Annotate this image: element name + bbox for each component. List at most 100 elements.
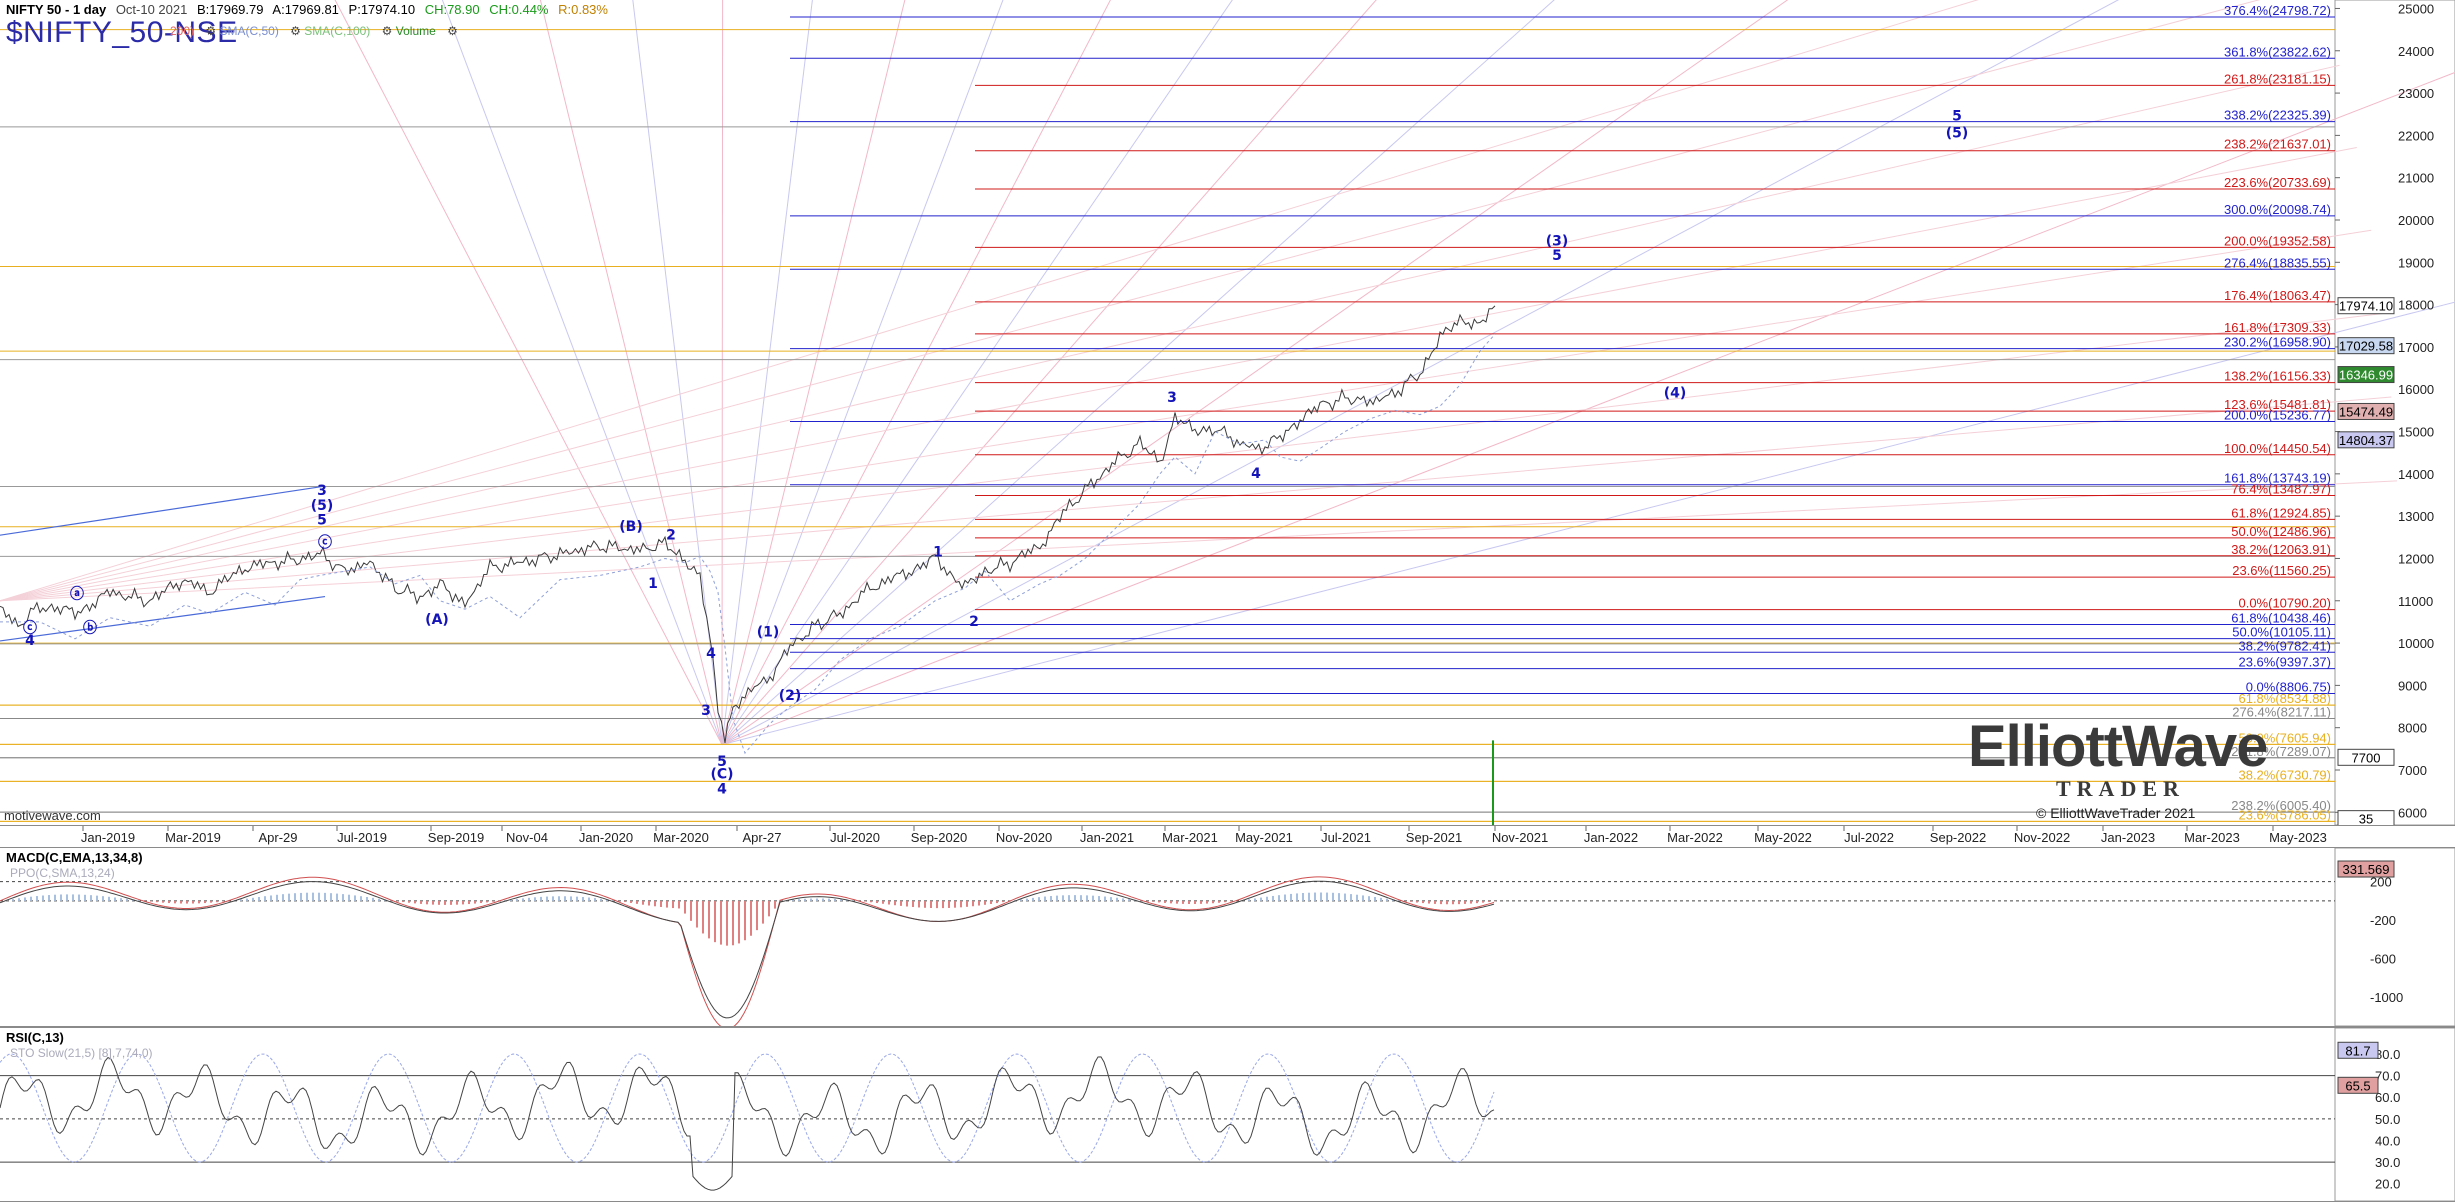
macd-histogram-bar — [174, 901, 176, 903]
macd-histogram-bar — [582, 897, 584, 901]
gear-icon[interactable]: ⚙ — [447, 24, 458, 38]
macd-histogram-bar — [264, 896, 266, 901]
gear-icon[interactable]: ⚙ — [382, 24, 393, 38]
indicator-legend: 200) ⚙ SMA(C,50) ⚙ SMA(C,100) ⚙ Volume ⚙ — [170, 24, 458, 38]
price-chart-svg[interactable]: 376.4%(24798.72)361.8%(23822.62)261.8%(2… — [0, 0, 2455, 825]
price-value: P:17974.10 — [349, 2, 416, 17]
wave-label: 4 — [1251, 466, 1261, 482]
macd-histogram-bar — [330, 893, 332, 901]
fib-label: 376.4%(24798.72) — [2224, 3, 2331, 18]
price-scale-box-label: 35 — [2359, 812, 2373, 825]
x-tick-label: Jan-2021 — [1080, 830, 1134, 845]
macd-histogram-bar — [288, 894, 290, 901]
macd-histogram-bar — [1080, 895, 1082, 901]
macd-histogram-bar — [426, 901, 428, 904]
macd-histogram-bar — [720, 901, 722, 945]
macd-histogram-bar — [1104, 897, 1106, 901]
macd-histogram-bar — [588, 898, 590, 901]
macd-histogram-bar — [960, 901, 962, 907]
macd-histogram-bar — [1260, 898, 1262, 901]
wave-label: 3 — [1167, 390, 1177, 406]
indicator-sma-200[interactable]: 200) — [170, 24, 194, 38]
wave-label: (5) — [311, 498, 334, 514]
fib-label: 38.2%(12063.91) — [2231, 542, 2331, 557]
macd-histogram-bar — [102, 896, 104, 901]
macd-histogram-bar — [540, 897, 542, 901]
macd-histogram-bar — [672, 901, 674, 908]
macd-histogram-bar — [834, 899, 836, 901]
y-tick-label: 23000 — [2398, 86, 2434, 101]
macd-histogram-bar — [456, 901, 458, 905]
macd-histogram-bar — [942, 901, 944, 908]
wave-label: ⓒ — [318, 534, 332, 551]
wave-label: 2 — [969, 614, 979, 630]
rsi-y-label: 60.0 — [2375, 1090, 2400, 1105]
macd-y-label: -600 — [2370, 952, 2396, 967]
fan-line — [722, 0, 2455, 745]
rsi-value-label: 81.7 — [2345, 1043, 2370, 1058]
macd-histogram-bar — [906, 901, 908, 907]
indicator-sma-100[interactable]: SMA(C,100) — [304, 24, 370, 38]
macd-histogram-bar — [1476, 901, 1478, 903]
fan-line — [0, 0, 2296, 601]
x-tick-label: Jul-2021 — [1321, 830, 1371, 845]
macd-histogram-bar — [186, 901, 188, 904]
macd-histogram-bar — [54, 895, 56, 901]
macd-histogram-bar — [1044, 897, 1046, 901]
macd-histogram-bar — [1200, 901, 1202, 904]
macd-y-label: -1000 — [2370, 990, 2403, 1005]
macd-histogram-bar — [1350, 894, 1352, 901]
x-tick-label: Apr-29 — [258, 830, 297, 845]
macd-histogram-bar — [1290, 894, 1292, 901]
macd-histogram-bar — [888, 901, 890, 905]
macd-histogram-bar — [24, 897, 26, 900]
macd-histogram-bar — [150, 901, 152, 902]
macd-histogram-bar — [708, 901, 710, 938]
macd-histogram-bar — [678, 901, 680, 909]
macd-histogram-bar — [1122, 898, 1124, 901]
gear-icon[interactable]: ⚙ — [290, 24, 301, 38]
macd-title: MACD(C,EMA,13,34,8) — [6, 850, 143, 865]
macd-histogram-bar — [180, 901, 182, 904]
x-tick-label: Nov-2020 — [996, 830, 1052, 845]
y-tick-label: 14000 — [2398, 467, 2434, 482]
indicator-sma-50[interactable]: SMA(C,50) — [219, 24, 278, 38]
macd-histogram-bar — [576, 897, 578, 901]
y-tick-label: 18000 — [2398, 298, 2434, 313]
fib-label: 23.6%(5786.05) — [2238, 807, 2331, 822]
x-tick-label: Sep-2021 — [1406, 830, 1462, 845]
macd-histogram-bar — [30, 897, 32, 901]
price-chart-panel[interactable]: 376.4%(24798.72)361.8%(23822.62)261.8%(2… — [0, 0, 2455, 826]
x-tick-label: Sep-2019 — [428, 830, 484, 845]
fan-line — [248, 0, 722, 745]
macd-histogram-bar — [1152, 901, 1154, 902]
fib-label: 61.8%(12924.85) — [2231, 505, 2331, 520]
fib-label: 161.8%(17309.33) — [2224, 320, 2331, 335]
macd-histogram-bar — [1062, 895, 1064, 901]
macd-histogram-bar — [1488, 901, 1490, 902]
x-tick-label: Nov-04 — [506, 830, 548, 845]
macd-histogram-bar — [948, 901, 950, 908]
macd-histogram-bar — [450, 901, 452, 905]
chart-header: NIFTY 50 - 1 day Oct-10 2021 B:17969.79 … — [6, 2, 614, 17]
macd-histogram-bar — [162, 901, 164, 903]
macd-histogram-bar — [108, 897, 110, 901]
macd-histogram-bar — [12, 899, 14, 901]
macd-histogram-bar — [564, 896, 566, 901]
macd-histogram-bar — [282, 894, 284, 901]
macd-histogram-bar — [66, 894, 68, 901]
indicator-volume[interactable]: Volume — [396, 24, 436, 38]
macd-histogram-bar — [1482, 901, 1484, 903]
wave-label: 1 — [933, 544, 943, 560]
fan-line — [0, 313, 2383, 600]
macd-histogram-bar — [306, 893, 308, 901]
price-scale-box-label: 17974.10 — [2339, 299, 2393, 314]
macd-histogram-bar — [1212, 901, 1214, 903]
watermark-text: motivewave.com — [4, 808, 101, 823]
gear-icon[interactable]: ⚙ — [205, 24, 216, 38]
macd-histogram-bar — [1458, 901, 1460, 904]
macd-histogram-bar — [438, 901, 440, 905]
